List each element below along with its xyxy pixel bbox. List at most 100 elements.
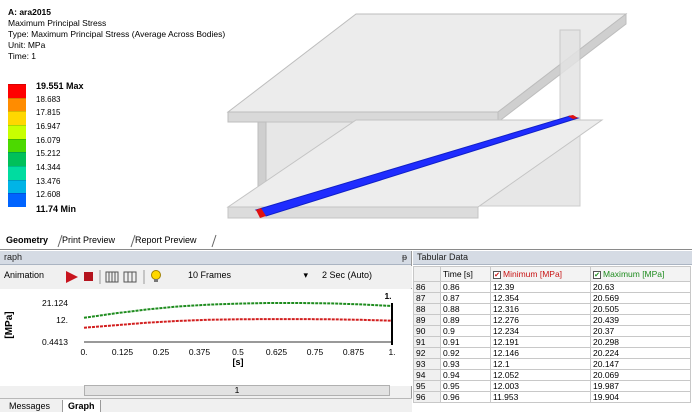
legend-label: 14.344 [36,163,61,173]
y-axis-ticks: 21.124 12. 0.4413 [42,298,68,347]
animation-toolbar: Animation 10 Fr [0,266,412,288]
legend-color-band [8,165,26,180]
checkbox-icon[interactable]: ✔ [593,270,601,279]
tab-messages[interactable]: Messages [9,401,51,411]
view-tabs: Geometry Print Preview Report Preview [0,232,692,250]
legend-label: 12.608 [36,190,61,200]
stop-icon[interactable] [84,272,93,281]
cell-time: 0.96 [440,391,491,403]
lightbulb-icon[interactable] [151,270,161,283]
x-axis-label: [s] [233,357,244,367]
legend-label: 11.74 Min [36,204,77,215]
tabular-panel-title: Tabular Data [417,252,469,262]
legend-color-band [8,193,26,207]
cell-time: 0.94 [440,369,491,381]
table-row[interactable]: 92 0.92 12.146 20.224 [413,347,691,359]
legend-label: 16.947 [36,122,61,131]
col-header-minimum[interactable]: ✔ Minimum [MPa] [490,266,591,282]
result-name: Maximum Principal Stress [8,18,107,28]
table-row[interactable]: 93 0.93 12.1 20.147 [413,358,691,370]
stress-hotspot-back [568,115,578,119]
cell-maximum: 20.37 [590,325,691,337]
cell-maximum: 19.987 [590,380,691,392]
tab-separators [57,234,217,248]
tabular-data-table: Time [s] ✔ Minimum [MPa] ✔ Maximum [MPa] 8… [413,266,691,403]
row-number: 95 [413,380,441,392]
i-beam-model [226,12,628,219]
row-number: 93 [413,358,441,370]
graph-plot-area[interactable]: [MPa] 21.124 12. 0.4413 0. 0.125 0.25 0.375 0.… [0,289,412,386]
tab-sep-2 [130,234,136,248]
duration-value[interactable]: 2 Sec (Auto) [322,270,373,280]
tab-geometry[interactable]: Geometry [6,235,49,245]
tab-sep-1 [57,234,63,248]
result-time: Time: 1 [8,51,37,61]
cell-minimum: 12.1 [490,358,591,370]
x-axis-ticks: 0. 0.125 0.25 0.375 0.5 0.625 0.75 0.875 1. [80,347,395,357]
legend-label: 17.815 [36,108,61,118]
cell-time: 0.89 [440,314,491,326]
x-tick-label: 0. [80,347,87,357]
cell-maximum: 20.505 [590,303,691,315]
cell-maximum: 20.439 [590,314,691,326]
row-number-header [413,266,441,282]
graph-panel: raph ᵽ Animation [0,251,412,412]
x-tick-label: 1. [388,347,395,357]
cell-maximum: 20.069 [590,369,691,381]
cell-time: 0.9 [440,325,491,337]
table-row[interactable]: 95 0.95 12.003 19.987 [413,380,691,392]
table-row[interactable]: 94 0.94 12.052 20.069 [413,369,691,381]
tab-graph[interactable]: Graph [62,400,101,412]
graphics-viewport[interactable]: A: ara2015 Maximum Principal Stress Type… [0,0,692,232]
row-number: 91 [413,336,441,348]
legend-label: 18.683 [36,94,61,104]
distributed-frames-icon[interactable] [105,271,119,283]
table-row[interactable]: 88 0.88 12.316 20.505 [413,303,691,315]
cell-minimum: 12.354 [490,292,591,304]
frames-dropdown[interactable]: 10 Frames ▾ [188,270,312,284]
result-unit: Unit: MPa [8,40,46,50]
row-number: 87 [413,292,441,304]
x-tick-label: 0.25 [153,347,170,357]
x-tick-label: 0.5 [232,347,244,357]
tabular-data-panel: Tabular Data Time [s] ✔ Minimum [MPa] ✔ Ma… [413,251,692,412]
table-row[interactable]: 87 0.87 12.354 20.569 [413,292,691,304]
tab-print-preview[interactable]: Print Preview [62,235,116,245]
cell-maximum: 20.63 [590,281,691,293]
table-row[interactable]: 91 0.91 12.191 20.298 [413,336,691,348]
play-icon[interactable] [66,271,78,283]
cell-minimum: 12.276 [490,314,591,326]
time-cursor-label: 1. [384,291,391,301]
cell-maximum: 20.224 [590,347,691,359]
legend-color-band [8,124,26,139]
tab-report-preview[interactable]: Report Preview [135,235,197,245]
cell-maximum: 20.147 [590,358,691,370]
col-header-time[interactable]: Time [s] [440,266,491,282]
cell-minimum: 12.003 [490,380,591,392]
row-number: 94 [413,369,441,381]
cell-minimum: 12.316 [490,303,591,315]
graph-panel-title: raph [4,252,23,262]
cell-minimum: 12.234 [490,325,591,337]
row-number: 86 [413,281,441,293]
table-row[interactable]: 89 0.89 12.276 20.439 [413,314,691,326]
current-time-field[interactable]: 1 [84,385,390,396]
legend-label: 15.212 [36,149,61,159]
chart-series [83,302,393,329]
checkbox-icon[interactable]: ✔ [493,270,501,279]
graph-panel-header: raph ᵽ [0,251,411,265]
pin-icon[interactable]: ᵽ [401,252,407,262]
legend-label: 19.551 Max [36,81,84,91]
result-title: A: ara2015 [8,7,52,17]
cell-time: 0.91 [440,336,491,348]
table-row[interactable]: 90 0.9 12.234 20.37 [413,325,691,337]
result-sets-icon[interactable] [123,271,137,283]
cell-maximum: 19.904 [590,391,691,403]
tabular-panel-header: Tabular Data [413,251,692,265]
table-row[interactable]: 96 0.96 11.953 19.904 [413,391,691,403]
table-row[interactable]: 86 0.86 12.39 20.63 [413,281,691,293]
y-axis-label: [MPa] [4,311,15,338]
cell-time: 0.92 [440,347,491,359]
col-header-maximum[interactable]: ✔ Maximum [MPa] [590,266,691,282]
